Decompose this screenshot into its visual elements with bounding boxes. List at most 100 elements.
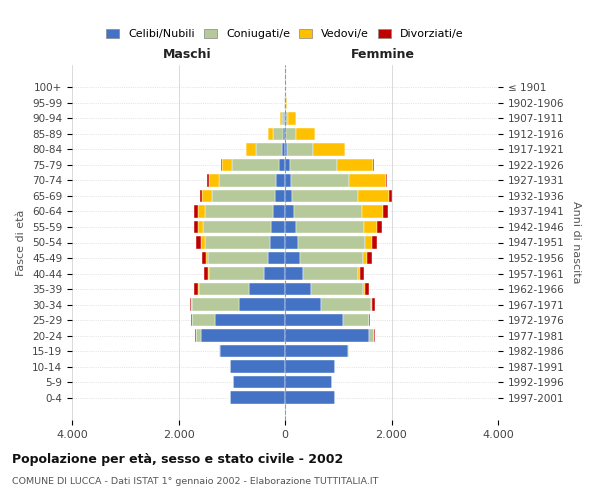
Bar bbox=[313, 143, 345, 156]
Bar bbox=[220, 344, 285, 358]
Bar bbox=[367, 252, 372, 264]
Bar bbox=[249, 282, 285, 296]
Bar bbox=[285, 267, 303, 280]
Bar bbox=[201, 329, 285, 342]
Bar bbox=[208, 174, 209, 187]
Bar bbox=[292, 190, 358, 202]
Bar bbox=[298, 236, 365, 249]
Y-axis label: Anni di nascita: Anni di nascita bbox=[571, 201, 581, 284]
Bar bbox=[377, 220, 382, 234]
Bar bbox=[364, 220, 377, 234]
Bar bbox=[232, 158, 278, 172]
Bar bbox=[194, 205, 198, 218]
Bar bbox=[285, 205, 294, 218]
Bar bbox=[209, 267, 264, 280]
Bar bbox=[202, 190, 212, 202]
Bar bbox=[208, 267, 209, 280]
Bar bbox=[206, 252, 208, 264]
Bar bbox=[239, 298, 285, 311]
Bar bbox=[285, 360, 335, 373]
Bar bbox=[301, 252, 363, 264]
Bar bbox=[283, 143, 285, 156]
Bar bbox=[311, 282, 363, 296]
Bar bbox=[303, 267, 358, 280]
Bar bbox=[285, 112, 286, 125]
Bar bbox=[285, 329, 369, 342]
Bar bbox=[348, 344, 349, 358]
Bar bbox=[196, 329, 201, 342]
Bar bbox=[277, 174, 285, 187]
Bar bbox=[361, 267, 364, 280]
Bar bbox=[273, 128, 283, 140]
Bar bbox=[205, 236, 270, 249]
Bar bbox=[373, 236, 377, 249]
Bar bbox=[271, 220, 285, 234]
Bar bbox=[196, 236, 201, 249]
Bar bbox=[290, 158, 337, 172]
Bar bbox=[215, 314, 285, 326]
Bar bbox=[285, 190, 292, 202]
Bar bbox=[208, 252, 268, 264]
Bar bbox=[285, 143, 287, 156]
Bar bbox=[221, 158, 232, 172]
Bar bbox=[233, 376, 285, 388]
Bar bbox=[212, 190, 275, 202]
Bar bbox=[286, 128, 296, 140]
Bar bbox=[337, 158, 373, 172]
Text: Popolazione per età, sesso e stato civile - 2002: Popolazione per età, sesso e stato civil… bbox=[12, 452, 343, 466]
Text: Femmine: Femmine bbox=[351, 48, 415, 62]
Bar bbox=[283, 128, 285, 140]
Bar bbox=[230, 391, 285, 404]
Bar bbox=[285, 376, 332, 388]
Bar bbox=[219, 344, 220, 358]
Bar bbox=[209, 174, 219, 187]
Bar bbox=[202, 252, 206, 264]
Bar bbox=[288, 112, 296, 125]
Bar bbox=[383, 205, 388, 218]
Bar bbox=[286, 96, 287, 110]
Bar bbox=[286, 112, 288, 125]
Bar bbox=[199, 282, 249, 296]
Bar bbox=[285, 174, 292, 187]
Text: COMUNE DI LUCCA - Dati ISTAT 1° gennaio 2002 - Elaborazione TUTTITALIA.IT: COMUNE DI LUCCA - Dati ISTAT 1° gennaio … bbox=[12, 478, 379, 486]
Bar bbox=[285, 314, 343, 326]
Bar bbox=[294, 205, 362, 218]
Bar bbox=[230, 360, 285, 373]
Bar bbox=[296, 128, 314, 140]
Bar bbox=[284, 112, 285, 125]
Bar bbox=[282, 112, 284, 125]
Bar bbox=[205, 205, 273, 218]
Bar bbox=[190, 298, 191, 311]
Bar bbox=[371, 298, 374, 311]
Bar bbox=[204, 267, 208, 280]
Bar bbox=[203, 220, 271, 234]
Bar bbox=[321, 298, 371, 311]
Bar bbox=[369, 329, 374, 342]
Bar bbox=[349, 174, 386, 187]
Bar bbox=[343, 314, 368, 326]
Bar bbox=[194, 220, 198, 234]
Bar bbox=[389, 190, 392, 202]
Bar bbox=[285, 158, 290, 172]
Bar bbox=[285, 220, 296, 234]
Bar bbox=[278, 158, 285, 172]
Bar bbox=[363, 252, 367, 264]
Bar bbox=[285, 282, 311, 296]
Bar bbox=[264, 267, 285, 280]
Bar bbox=[198, 220, 203, 234]
Bar bbox=[275, 190, 285, 202]
Bar bbox=[194, 282, 199, 296]
Bar bbox=[369, 314, 370, 326]
Bar bbox=[363, 282, 365, 296]
Bar bbox=[246, 143, 256, 156]
Bar bbox=[365, 236, 373, 249]
Legend: Celibi/Nubili, Coniugati/e, Vedovi/e, Divorziati/e: Celibi/Nubili, Coniugati/e, Vedovi/e, Di… bbox=[102, 24, 468, 44]
Bar bbox=[285, 344, 348, 358]
Bar bbox=[280, 112, 282, 125]
Bar bbox=[285, 391, 335, 404]
Bar bbox=[358, 190, 389, 202]
Bar bbox=[219, 174, 277, 187]
Bar bbox=[268, 128, 273, 140]
Bar bbox=[201, 236, 205, 249]
Bar bbox=[365, 282, 369, 296]
